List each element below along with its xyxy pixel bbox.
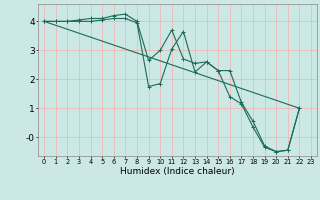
X-axis label: Humidex (Indice chaleur): Humidex (Indice chaleur) (120, 167, 235, 176)
